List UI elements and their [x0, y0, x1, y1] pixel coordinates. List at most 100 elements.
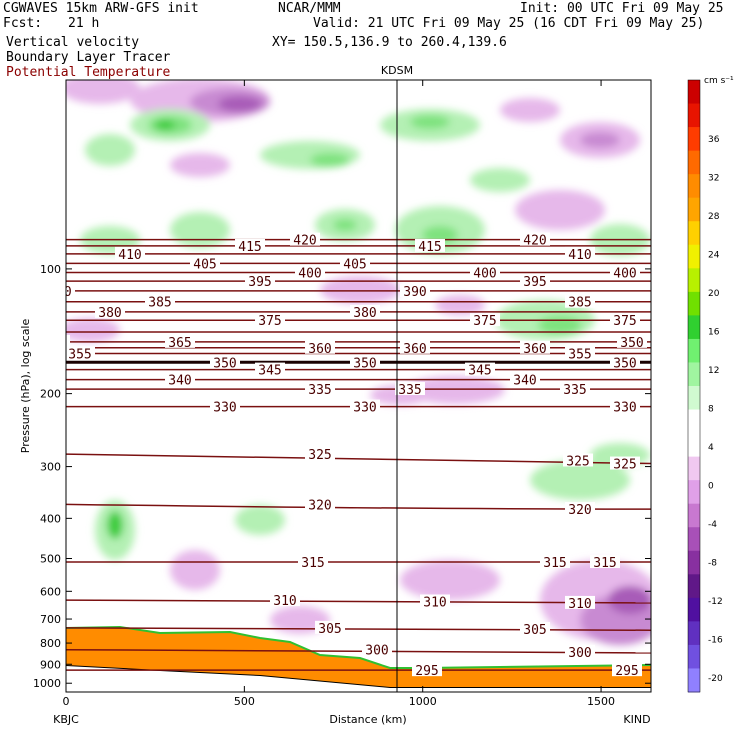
contour-label-bg: [470, 313, 500, 327]
contour-label: 310: [273, 594, 296, 609]
colorbar-label: 32: [708, 174, 719, 184]
colorbar-label: -8: [708, 559, 717, 569]
contour-label: 420: [293, 234, 316, 249]
contour-label-bg: [165, 372, 195, 386]
colorbar-swatch: [688, 409, 700, 434]
plot-frame: [65, 79, 652, 693]
contour-label: 410: [118, 248, 141, 263]
contour-label: 360: [308, 342, 331, 357]
vertical-velocity-blob: [170, 153, 230, 177]
colorbar-swatch: [688, 103, 700, 128]
vertical-velocity-blob: [400, 560, 500, 600]
cross-section-coords: XY= 150.5,136.9 to 260.4,139.6: [272, 35, 507, 50]
contour-label-bg: [270, 593, 300, 607]
colorbar-swatch: [688, 527, 700, 552]
colorbar-swatch: [688, 362, 700, 387]
colorbar-swatch: [688, 291, 700, 316]
contour-label: 405: [343, 257, 366, 272]
vertical-velocity-blob: [470, 168, 530, 192]
x-tick-label: 0: [63, 695, 70, 708]
contour-label-bg: [145, 294, 175, 308]
field-potential-temperature: Potential Temperature: [6, 65, 171, 80]
colorbar-unit: cm s⁻¹: [704, 76, 734, 86]
contour-label-bg: [350, 399, 380, 413]
contour-label-bg: [610, 313, 640, 327]
contour-label: 365: [168, 336, 191, 351]
contour-label-bg: [560, 382, 590, 396]
contour-label-bg: [565, 502, 595, 516]
contour-label: 335: [398, 383, 421, 398]
contour-label-bg: [340, 256, 370, 270]
contour-label: 335: [563, 383, 586, 398]
colorbar-label: 12: [708, 366, 719, 376]
contour-label: 350: [353, 356, 376, 371]
field-boundary-layer-tracer: Boundary Layer Tracer: [6, 50, 171, 65]
colorbar-swatch: [688, 80, 700, 105]
contour-label: 340: [513, 374, 536, 389]
colorbar-swatch: [688, 550, 700, 575]
contour-label: 350: [213, 356, 236, 371]
contour-label-bg: [295, 265, 325, 279]
contour-label: 325: [613, 458, 636, 473]
colorbar-label: 0: [708, 482, 714, 492]
x-tick-label: 500: [234, 695, 255, 708]
x-axis: 0 500 1000 1500: [63, 80, 615, 708]
contour-label: 310: [568, 597, 591, 612]
contour-label-bg: [66, 346, 95, 360]
x-tick-label: 1000: [409, 695, 437, 708]
y-tick-label: 700: [40, 613, 61, 626]
contour-label: 415: [418, 240, 441, 255]
contour-label: 335: [308, 383, 331, 398]
contour-label: 375: [258, 314, 281, 329]
contour-label-bg: [350, 355, 380, 369]
vertical-velocity-blob: [530, 460, 630, 500]
forecast-label: Fcst:: [3, 16, 43, 31]
contour-label: 355: [68, 347, 91, 362]
colorbar-label: 4: [708, 443, 714, 453]
contour-label-bg: [412, 663, 442, 677]
y-tick-label: 500: [40, 552, 61, 565]
contour-label: 355: [568, 347, 591, 362]
contour-label: 375: [613, 314, 636, 329]
contour-label: 395: [248, 275, 271, 290]
vertical-velocity-blob: [580, 132, 620, 148]
contour-label: 320: [308, 498, 331, 513]
contour-label: 390: [403, 285, 426, 300]
contour-label-bg: [305, 382, 335, 396]
contour-label-bg: [510, 372, 540, 386]
contour-label-bg: [617, 334, 647, 348]
colorbar-swatch: [688, 268, 700, 293]
contour-label-bg: [362, 642, 392, 656]
contour-label: 350: [620, 336, 643, 351]
x-axis-label: Distance (km): [329, 713, 406, 726]
contour-label-bg: [565, 346, 595, 360]
colorbar-swatch: [688, 668, 700, 693]
colorbar-label: -4: [708, 520, 717, 530]
vertical-velocity-blob: [107, 511, 123, 539]
colorbar-swatch: [688, 197, 700, 222]
contour-label-bg: [520, 340, 550, 354]
colorbar-swatch: [688, 644, 700, 669]
vertical-velocity-blob: [320, 276, 400, 304]
valid-time: Valid: 21 UTC Fri 09 May 25 (16 CDT Fri …: [313, 16, 705, 31]
contour-label-bg: [415, 238, 445, 252]
y-tick-label: 1000: [33, 677, 61, 690]
colorbar-label: -16: [708, 636, 723, 646]
contour-label: 305: [523, 623, 546, 638]
below-ground: [66, 666, 651, 692]
colorbar-swatch: [688, 574, 700, 599]
contour-label-bg: [95, 304, 125, 318]
contour-label: 300: [568, 646, 591, 661]
contour-label-bg: [315, 620, 345, 634]
vertical-velocity-blob: [410, 115, 450, 129]
contour-label-bg: [610, 399, 640, 413]
contour-label-bg: [66, 334, 70, 348]
y-tick-label: 400: [40, 512, 61, 525]
contour-label: 340: [168, 374, 191, 389]
contour-label: 315: [301, 556, 324, 571]
y-tick-label: 600: [40, 585, 61, 598]
contour-label: 375: [473, 314, 496, 329]
org-label: NCAR/MMM: [278, 1, 341, 16]
